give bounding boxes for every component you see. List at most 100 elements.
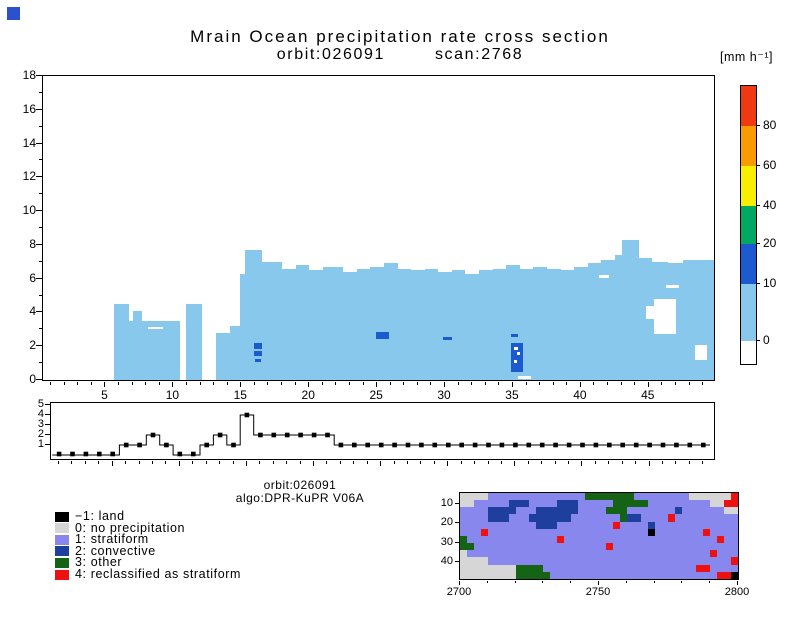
map-cell: [585, 557, 593, 565]
map-cell: [598, 507, 606, 515]
rain-cell-light: [560, 270, 575, 380]
map-cell: [592, 550, 599, 558]
map-cell: [633, 528, 641, 536]
map-cell: [717, 500, 725, 508]
map-cell: [619, 535, 627, 544]
map-cell: [633, 521, 641, 529]
map-cell: [731, 514, 738, 522]
map-cell: [731, 493, 738, 501]
rain-type-marker: [674, 442, 679, 448]
rain-x-tick: [514, 461, 516, 466]
map-cell: [612, 514, 620, 522]
map-cell: [522, 571, 530, 579]
map-cell: [619, 521, 627, 529]
map-cell: [605, 564, 613, 572]
rain-type-marker: [191, 451, 196, 457]
map-cell: [487, 535, 495, 544]
rain-type-marker: [298, 432, 303, 438]
map-cell: [682, 500, 690, 508]
map-cell: [696, 514, 704, 522]
map-cell: [501, 500, 509, 508]
map-cell: [578, 500, 586, 508]
x-minor-tick: [63, 382, 65, 385]
x-tick-label: 20: [301, 388, 315, 402]
map-cell: [626, 493, 634, 501]
map-cell: [460, 543, 467, 551]
rain-cell-light: [533, 266, 547, 380]
x-minor-tick: [403, 382, 405, 385]
rain-type-marker: [486, 442, 491, 448]
legend-label: 2: convective: [75, 543, 156, 558]
map-cell: [696, 500, 704, 508]
map-x-minor-tick: [709, 581, 711, 583]
x-minor-tick: [335, 382, 337, 385]
map-cell: [501, 493, 509, 501]
rain-x-tick: [152, 461, 153, 464]
map-cell: [619, 528, 627, 536]
rain-cell-light: [621, 239, 640, 380]
map-cell: [529, 507, 537, 515]
map-cell: [536, 564, 544, 572]
map-cell: [508, 550, 516, 558]
rain-y-tick-label: 5: [37, 398, 44, 410]
legend-swatch: [55, 557, 69, 568]
map-cell: [536, 521, 544, 529]
map-cell: [564, 514, 572, 522]
map-cell: [487, 543, 495, 551]
map-cell: [640, 507, 648, 515]
map-x-minor-tick: [625, 581, 627, 583]
rain-x-tick: [98, 461, 100, 464]
map-cell: [585, 564, 593, 572]
map-cell: [508, 514, 516, 522]
map-cell: [564, 500, 572, 508]
x-minor-tick: [607, 382, 609, 385]
rain-cell-light: [519, 268, 534, 380]
rain-cell-light: [682, 260, 714, 380]
map-cell: [724, 557, 732, 565]
rain-cell-light: [282, 268, 296, 380]
map-cell: [640, 500, 648, 508]
map-cell: [668, 500, 676, 508]
rain-cell-light: [132, 310, 143, 321]
map-cell: [724, 507, 732, 515]
map-cell: [633, 507, 641, 515]
map-cell: [710, 514, 718, 522]
x-tick: [376, 382, 378, 387]
y-tick-label: 14: [22, 135, 36, 150]
map-cell: [612, 535, 620, 544]
rain-x-tick: [165, 461, 167, 464]
map-cell: [557, 557, 565, 565]
map-cell: [578, 571, 586, 579]
rain-x-tick: [702, 461, 704, 464]
legend-item: 4: reclassified as stratiform: [55, 567, 385, 581]
map-cell: [703, 521, 711, 529]
cross-section-plot: [42, 75, 715, 381]
rain-x-tick: [474, 461, 476, 464]
rain-type-panel: [50, 402, 715, 460]
rain-x-tick: [313, 461, 315, 466]
map-cell: [640, 493, 648, 501]
map-cell: [543, 521, 551, 529]
rain-x-tick: [178, 461, 180, 466]
map-x-minor-tick: [681, 581, 683, 583]
map-cell: [661, 500, 669, 508]
rain-type-marker: [217, 432, 223, 438]
map-cell: [661, 507, 669, 515]
map-cell: [529, 493, 537, 501]
x-minor-tick: [620, 382, 622, 385]
map-cell: [550, 528, 558, 536]
rain-type-marker: [539, 442, 545, 448]
map-cell: [564, 493, 572, 501]
map-cell: [536, 528, 544, 536]
map-cell: [543, 528, 551, 536]
rain-x-tick: [138, 461, 140, 464]
legend-label: 0: no precipitation: [75, 520, 186, 535]
map-cell: [612, 500, 620, 508]
colorbar: [740, 85, 757, 365]
map-cell: [550, 500, 558, 508]
rain-cell-light: [397, 268, 412, 380]
map-cell: [460, 535, 467, 544]
map-cell: [564, 535, 572, 544]
rain-cell-light: [411, 270, 425, 380]
